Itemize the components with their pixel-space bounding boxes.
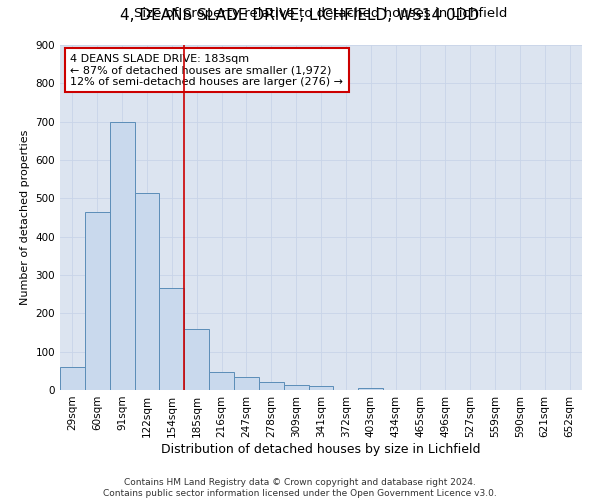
X-axis label: Distribution of detached houses by size in Lichfield: Distribution of detached houses by size … bbox=[161, 442, 481, 456]
Y-axis label: Number of detached properties: Number of detached properties bbox=[20, 130, 30, 305]
Bar bbox=[160, 288, 184, 390]
Bar bbox=[234, 376, 259, 390]
Bar bbox=[134, 192, 160, 390]
Bar bbox=[110, 122, 134, 390]
Bar bbox=[184, 328, 209, 390]
Title: Size of property relative to detached houses in Lichfield: Size of property relative to detached ho… bbox=[134, 7, 508, 20]
Bar bbox=[308, 386, 334, 390]
Bar bbox=[85, 212, 110, 390]
Bar bbox=[60, 367, 85, 390]
Text: 4 DEANS SLADE DRIVE: 183sqm
← 87% of detached houses are smaller (1,972)
12% of : 4 DEANS SLADE DRIVE: 183sqm ← 87% of det… bbox=[70, 54, 343, 87]
Text: 4, DEANS SLADE DRIVE, LICHFIELD, WS14 0DD: 4, DEANS SLADE DRIVE, LICHFIELD, WS14 0D… bbox=[121, 8, 479, 22]
Bar bbox=[284, 386, 308, 390]
Bar bbox=[259, 382, 284, 390]
Text: Contains HM Land Registry data © Crown copyright and database right 2024.
Contai: Contains HM Land Registry data © Crown c… bbox=[103, 478, 497, 498]
Bar bbox=[209, 372, 234, 390]
Bar bbox=[358, 388, 383, 390]
